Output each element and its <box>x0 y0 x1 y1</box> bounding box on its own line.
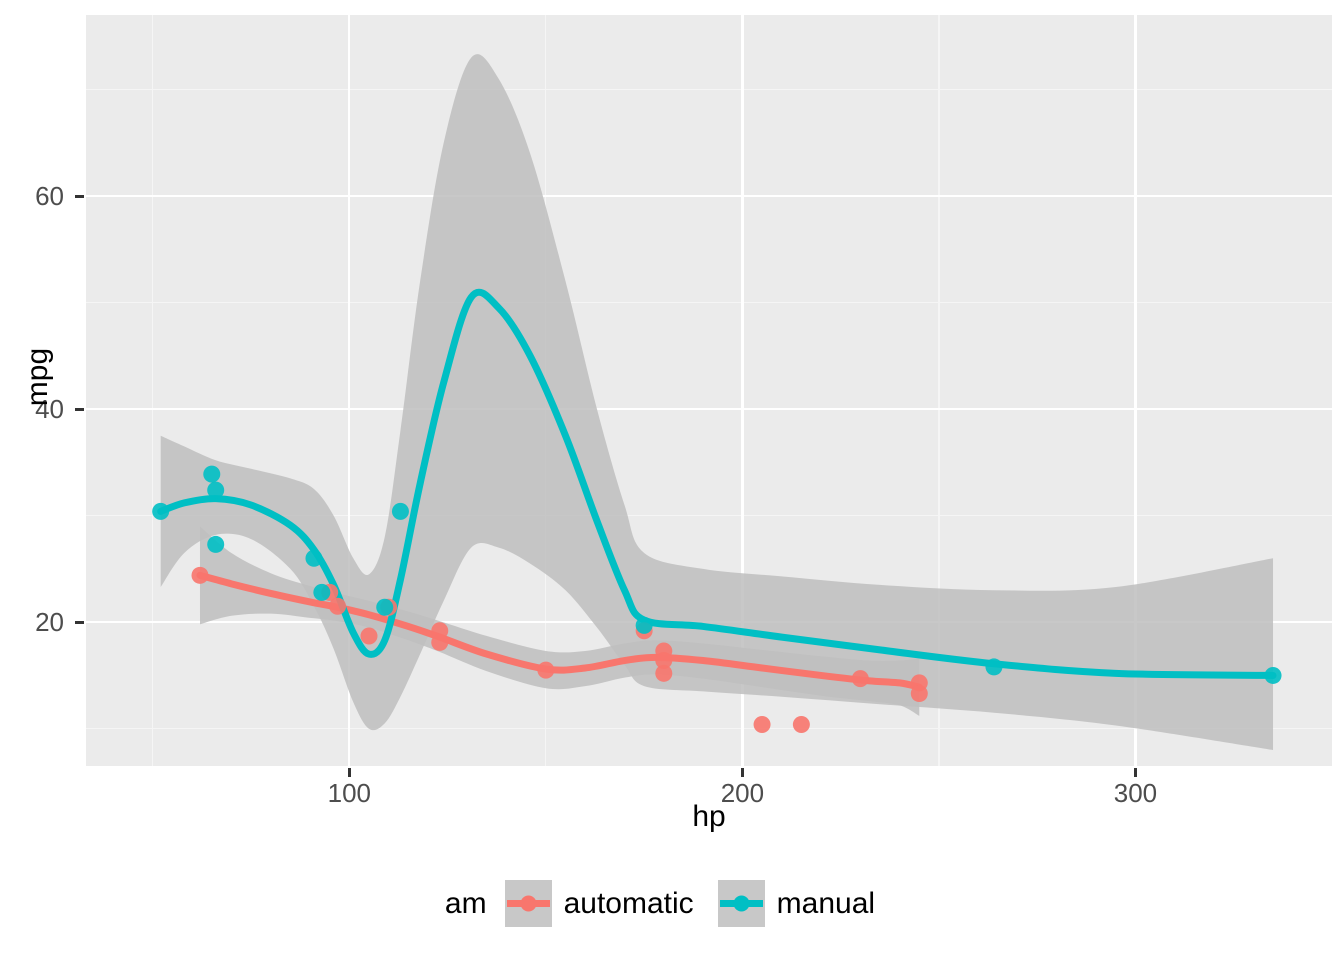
gridline-major-x <box>348 15 351 766</box>
data-point-automatic <box>655 652 673 670</box>
gridline-major-x <box>1134 15 1137 766</box>
gridline-major-y <box>86 408 1332 411</box>
data-point-automatic <box>360 627 378 645</box>
x-tick-mark <box>1133 768 1137 777</box>
legend-item-automatic[interactable]: automatic <box>504 880 694 927</box>
data-point-manual <box>391 502 409 520</box>
x-tick-mark <box>347 768 351 777</box>
y-tick-label: 60 <box>35 181 64 212</box>
data-point-manual <box>635 616 653 634</box>
data-points <box>152 465 1282 733</box>
y-tick-mark <box>75 620 84 624</box>
legend: am automatic manual <box>0 880 1344 927</box>
gridline-minor-x <box>938 15 940 766</box>
confidence-ribbons <box>160 54 1274 751</box>
x-tick-label: 100 <box>327 778 372 808</box>
gridline-minor-x <box>152 15 154 766</box>
data-point-manual <box>313 583 331 601</box>
data-point-manual <box>152 502 170 520</box>
y-tick-label: 20 <box>35 607 64 638</box>
y-tick-label: 40 <box>35 394 64 425</box>
plot-panel <box>86 15 1332 766</box>
y-axis-label: mpg <box>21 347 54 407</box>
x-tick-label: 200 <box>720 778 765 808</box>
x-tick-label: 300 <box>1113 778 1158 808</box>
data-point-automatic <box>431 622 449 640</box>
legend-title: am <box>444 886 487 920</box>
legend-items: automatic manual <box>504 880 899 927</box>
data-point-automatic <box>329 597 347 615</box>
data-point-automatic <box>655 664 673 682</box>
gridline-minor-y <box>86 302 1332 304</box>
gridline-minor-y <box>86 89 1332 91</box>
data-point-manual <box>305 549 323 567</box>
data-point-automatic <box>792 715 810 733</box>
gridline-minor-y <box>86 728 1332 730</box>
y-tick-mark <box>75 407 84 411</box>
legend-label-manual: manual <box>776 886 876 920</box>
gridline-major-x <box>741 15 744 766</box>
data-point-manual <box>207 535 225 553</box>
data-point-manual <box>203 465 221 483</box>
data-point-automatic <box>851 670 869 688</box>
data-point-manual <box>1264 666 1282 684</box>
y-tick-mark <box>75 194 84 198</box>
gridline-minor-x <box>1331 15 1332 766</box>
legend-item-manual[interactable]: manual <box>717 880 876 927</box>
gridline-major-y <box>86 195 1332 198</box>
legend-key-manual <box>717 880 765 927</box>
legend-key-automatic <box>504 880 552 927</box>
smooth-line-manual <box>157 288 1277 679</box>
data-point-automatic <box>537 661 555 679</box>
data-point-automatic <box>753 715 771 733</box>
x-axis-label: hp <box>692 800 726 833</box>
data-point-manual <box>376 598 394 616</box>
data-point-automatic <box>191 566 209 584</box>
data-point-manual <box>985 658 1003 676</box>
data-point-automatic <box>910 685 928 703</box>
data-point-automatic <box>431 633 449 651</box>
x-tick-mark <box>740 768 744 777</box>
plot-canvas <box>152 54 1282 751</box>
legend-label-automatic: automatic <box>563 886 694 920</box>
data-point-manual <box>207 481 225 499</box>
confidence-ribbon-manual <box>160 54 1274 751</box>
gridline-minor-y <box>86 515 1332 517</box>
